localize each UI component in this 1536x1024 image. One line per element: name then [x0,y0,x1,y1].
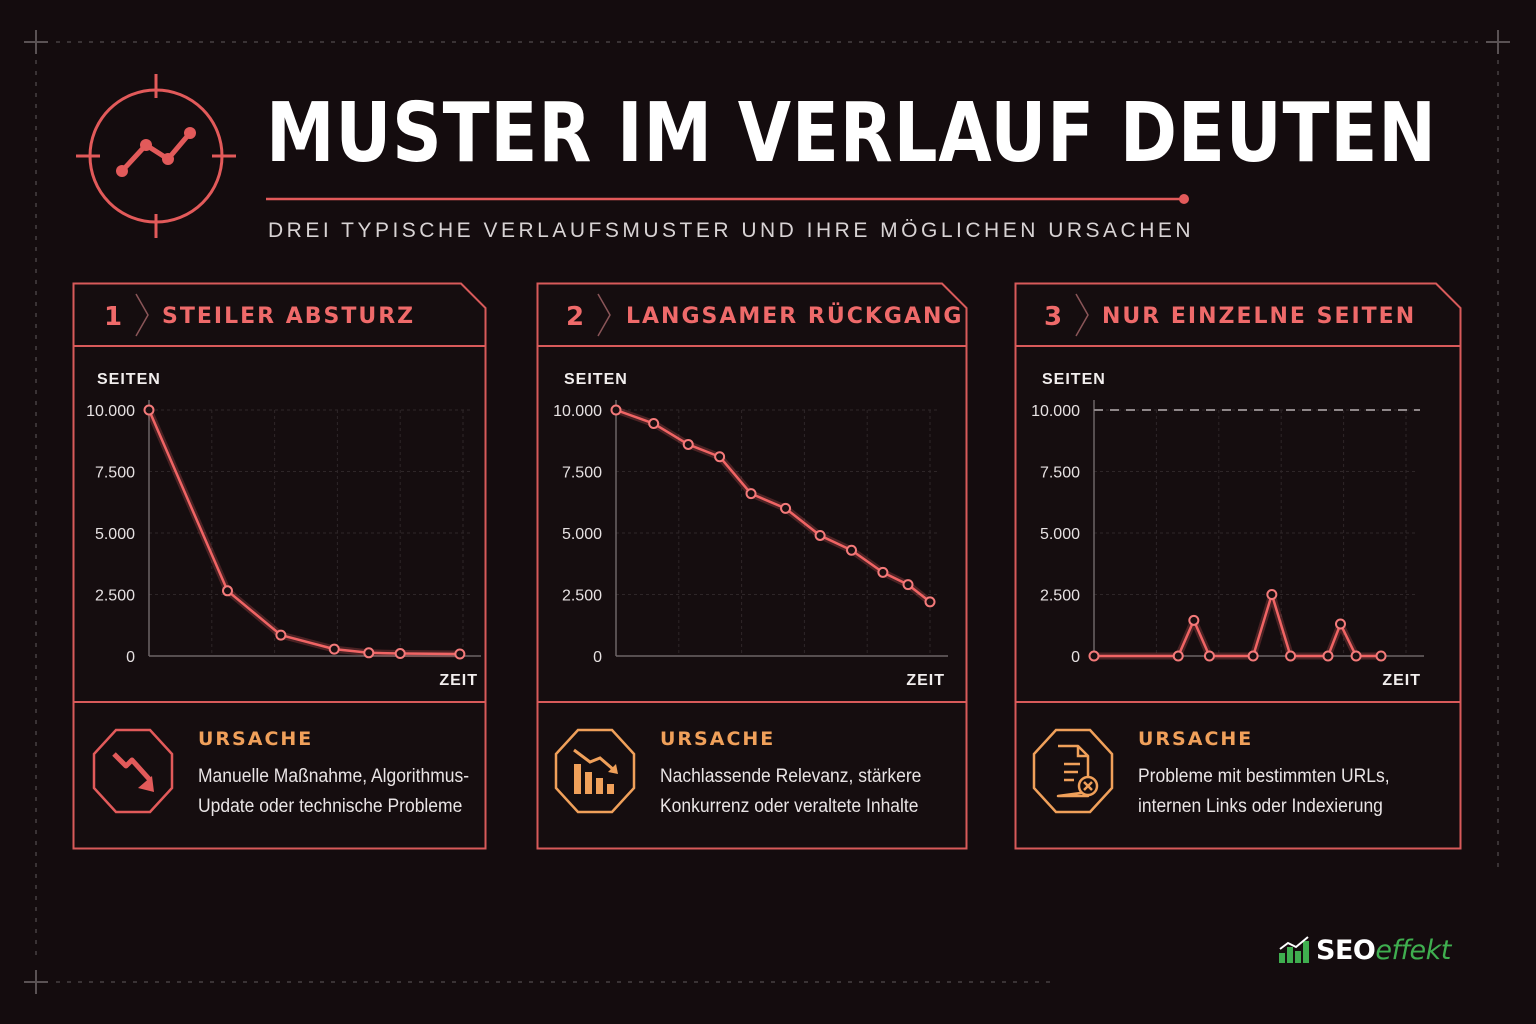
cause-text: Nachlassende Relevanz, stärkere Konkurre… [660,762,921,822]
card-title: STEILER ABSTURZ [162,304,416,329]
chart-steep-drop: 10.000 7.500 5.000 2.500 0 SEITEN ZEIT [86,371,481,689]
y-tick-label: 10.000 [1031,403,1080,420]
card-title: LANGSAMER RÜCKGANG [626,304,964,329]
data-point [877,566,889,578]
data-point [394,648,406,660]
data-point [1172,650,1184,662]
y-tick-label: 7.500 [1040,465,1080,482]
cause-text: Probleme mit bestimmten URLs, internen L… [1138,762,1390,822]
data-point [1334,618,1346,630]
data-point [1188,614,1200,626]
data-point [1375,650,1387,662]
data-point [1266,589,1278,600]
y-tick-label: 0 [1071,649,1080,666]
pattern-card-slow-decline: 2 LANGSAMER RÜCKGANG 10.000 7.500 5.000 2.5… [536,282,968,850]
data-point [745,488,757,500]
data-point [814,529,826,541]
chart-slow-decline: 10.000 7.500 5.000 2.500 0 SEITEN ZEIT [553,371,948,689]
logo-text-effekt: effekt [1375,934,1451,966]
data-point [1203,650,1215,662]
data-point [846,544,857,556]
data-point [1088,650,1100,662]
series-line [147,409,460,656]
cause-label: URSACHE [198,728,314,750]
y-axis-label: SEITEN [564,371,628,388]
cause-label: URSACHE [660,728,776,750]
y-tick-label: 0 [593,649,602,666]
data-point [780,502,792,514]
card-number: 2 [566,302,585,332]
card-title: NUR EINZELNE SEITEN [1102,304,1417,329]
page-subtitle: DREI TYPISCHE VERLAUFSMUSTER UND IHRE MÖ… [268,219,1195,242]
cause-line: internen Links oder Indexierung [1138,796,1383,817]
cause-label: URSACHE [1138,728,1254,750]
seoeffekt-logo: SEO effekt [1278,930,1451,970]
series-line-glow [145,408,460,658]
pattern-card-steep-drop: 1 STEILER ABSTURZ 10.000 7.500 5.000 2.500 0… [72,282,487,850]
y-tick-label: 7.500 [95,465,135,482]
data-point [1247,650,1259,662]
data-point [143,404,155,416]
data-point [1285,650,1297,662]
cause-text: Manuelle Maßnahme, Algorithmus- Update o… [198,762,469,822]
card-frame [72,282,487,850]
y-tick-label: 5.000 [95,526,135,543]
card-number: 1 [104,302,123,332]
cause-line: Probleme mit bestimmten URLs, [1138,766,1390,787]
data-point [363,647,375,659]
pattern-card-single-pages: 3 NUR EINZELNE SEITEN 10.000 7.500 5.000 2.… [1014,282,1462,850]
logo-text-seo: SEO [1316,934,1376,966]
x-axis-label: ZEIT [906,672,945,689]
chart-single-pages: 10.000 7.500 5.000 2.500 0 SEITEN ZEIT [1031,371,1424,689]
data-point [1350,650,1362,662]
cause-line: Konkurrenz oder veraltete Inhalte [660,796,919,817]
card-frame [1014,282,1462,850]
page-title: MUSTER IM VERLAUF DEUTEN [266,86,1437,181]
data-point [1322,650,1334,662]
y-tick-label: 2.500 [562,588,602,605]
y-tick-label: 10.000 [86,403,135,420]
cause-line: Update oder technische Probleme [198,796,463,817]
cause-line: Manuelle Maßnahme, Algorithmus- [198,766,470,787]
card-frame [536,282,968,850]
x-axis-label: ZEIT [439,672,478,689]
y-tick-label: 5.000 [1040,526,1080,543]
declining-bars-icon [554,728,636,814]
data-point [924,596,936,608]
data-point [328,643,340,655]
y-tick-label: 0 [126,649,135,666]
title-underline [266,194,1189,204]
y-tick-label: 10.000 [553,403,602,420]
bar-chart-logo-icon [1279,936,1309,963]
data-point [714,451,726,463]
y-axis-label: SEITEN [97,371,161,388]
data-point [222,585,233,597]
cause-line: Nachlassende Relevanz, stärkere [660,766,922,787]
data-point [275,629,287,641]
document-error-icon [1032,728,1114,814]
y-axis-label: SEITEN [1042,371,1106,388]
y-tick-label: 5.000 [562,526,602,543]
data-point [610,404,622,416]
data-point [902,579,914,591]
card-number: 3 [1044,302,1063,332]
y-tick-label: 7.500 [562,465,602,482]
x-axis-label: ZEIT [1382,672,1421,689]
falling-arrow-icon [92,728,174,814]
y-tick-label: 2.500 [95,588,135,605]
y-tick-label: 2.500 [1040,588,1080,605]
trend-target-icon [76,74,236,238]
data-point [454,648,466,660]
data-point [648,418,660,430]
data-point [682,438,694,450]
